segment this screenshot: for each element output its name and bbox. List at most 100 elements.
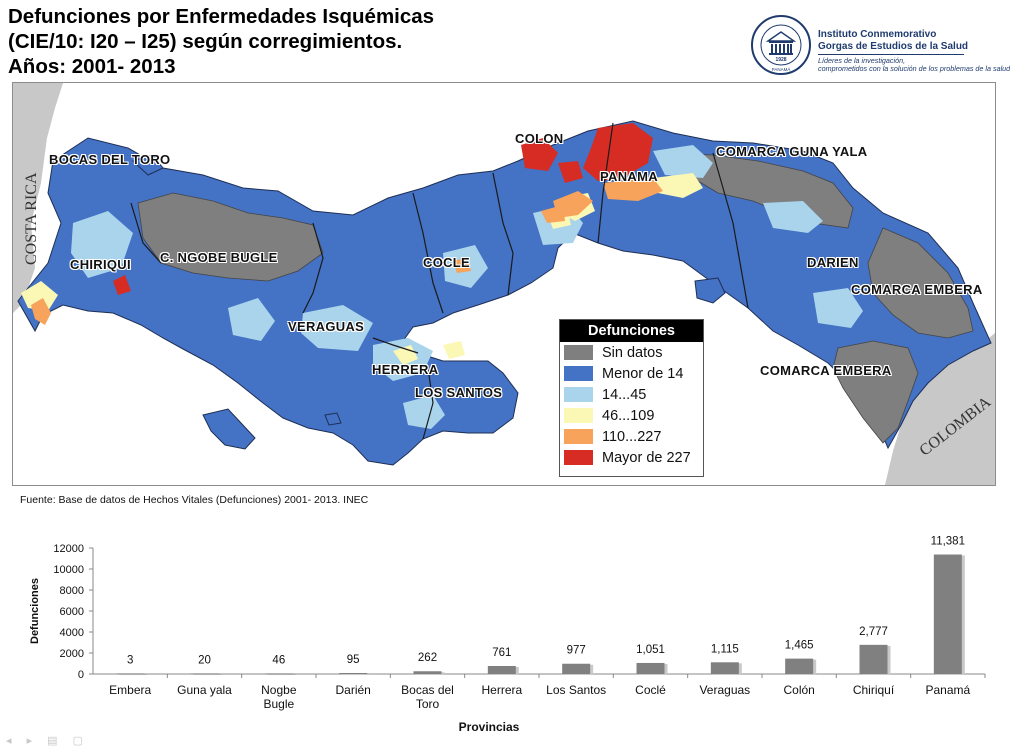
gulf-islet	[324, 412, 342, 426]
label-darien: DARIEN	[807, 255, 859, 270]
bar	[116, 673, 145, 674]
bar	[859, 644, 888, 674]
bar-data-label: 20	[198, 654, 211, 666]
label-herrera: HERRERA	[372, 362, 439, 377]
bar-shadow	[193, 674, 222, 675]
title-line-1: Defunciones por Enfermedades Isquémicas	[8, 5, 435, 28]
bar-data-label: 977	[567, 645, 586, 657]
x-tick-label: Panamá	[925, 683, 970, 697]
legend-title: Defunciones	[560, 320, 703, 342]
embera-shape-south	[832, 340, 919, 444]
bar	[190, 673, 219, 674]
x-tick-label: Guna yala	[177, 683, 232, 697]
bar-shadow	[119, 674, 148, 675]
label-ngobe-bugle: C. NGOBE BUGLE	[160, 250, 278, 265]
bar-data-label: 1,051	[636, 644, 665, 656]
bar	[487, 666, 516, 674]
logo-tagline-2: comprometidos con la solución de los pro…	[818, 64, 1010, 73]
label-panama: PANAMA	[600, 169, 658, 184]
title-line-3: Años: 2001- 2013	[8, 55, 176, 78]
y-tick-label: 0	[78, 669, 84, 681]
bar	[413, 671, 442, 674]
x-tick-label: Embera	[109, 683, 151, 697]
y-tick-label: 4000	[60, 627, 84, 639]
institute-seal-icon: 1928 PANAMÁ	[751, 15, 811, 75]
label-chiriqui: CHIRIQUI	[70, 257, 131, 272]
x-tick-label: Bugle	[263, 697, 294, 711]
x-tick-label: Toro	[416, 697, 440, 711]
seal-year: 1928	[775, 57, 786, 63]
bar	[339, 673, 368, 674]
legend-swatch	[564, 366, 593, 381]
class-110-227-areas	[31, 178, 663, 325]
colombia-shape	[885, 333, 995, 485]
logo-tagline-1: Líderes de la investigación,	[818, 56, 906, 65]
label-colon: COLON	[515, 131, 564, 146]
x-tick-label: Darién	[335, 683, 370, 697]
legend-swatch	[564, 345, 593, 360]
legend-swatch	[564, 450, 593, 465]
province-borders	[130, 122, 749, 440]
deaths-bar-chart: 0 2000 4000 6000 8000 10000 12000 Defunciones 3 E…	[29, 535, 986, 734]
map-canvas	[13, 83, 995, 485]
legend-item: Menor de 14	[560, 363, 703, 384]
x-tick-label: Los Santos	[546, 683, 606, 697]
legend-label: 46...109	[602, 407, 655, 424]
bar-data-label: 1,115	[711, 643, 739, 655]
x-tick-label: Nogbe	[261, 683, 297, 697]
x-tick-label: Coclé	[635, 683, 666, 697]
seal-country: PANAMÁ	[772, 66, 791, 72]
label-guna-yala: COMARCA GUNA YALA	[716, 144, 868, 159]
source-note: Fuente: Base de datos de Hechos Vitales …	[20, 494, 369, 506]
panama-land	[17, 120, 992, 466]
bar-data-label: 11,381	[931, 535, 965, 547]
legend-label: Sin datos	[602, 344, 663, 361]
label-bocas-del-toro: BOCAS DEL TORO	[49, 152, 171, 167]
pearl-islands	[694, 277, 726, 304]
bar-data-label: 3	[127, 654, 133, 666]
y-tick-label: 6000	[60, 606, 84, 618]
legend-label: 110...227	[602, 428, 662, 445]
bar-data-label: 95	[347, 654, 360, 666]
label-veraguas: VERAGUAS	[288, 319, 365, 334]
x-axis-title: Provincias	[459, 720, 520, 734]
class-14-45-areas	[71, 145, 863, 429]
bar	[710, 662, 739, 674]
map-legend: Defunciones Sin datos Menor de 14 14...4…	[559, 319, 704, 477]
y-tick-label: 2000	[60, 648, 84, 660]
choropleth-map: COSTA RICA COLOMBIA BOCAS DEL TORO CHIRI…	[12, 82, 996, 486]
title-line-2: (CIE/10: I20 – I25) según corregimientos…	[8, 30, 403, 53]
legend-item: Sin datos	[560, 342, 703, 363]
bar-data-label: 46	[272, 654, 285, 666]
institute-logo: 1928 PANAMÁ Instituto Conmemorativo Gorg…	[750, 14, 1010, 80]
bar-shadow	[267, 674, 296, 675]
costa-rica-shape	[13, 83, 63, 313]
page-title: Defunciones por Enfermedades Isquémicas …	[8, 4, 434, 79]
x-tick-label: Veraguas	[699, 683, 750, 697]
legend-item: 110...227	[560, 426, 703, 447]
x-tick-label: Chiriquí	[853, 683, 895, 697]
bar-data-label: 2,777	[859, 626, 888, 638]
bar-shadow	[342, 674, 371, 675]
y-tick-label: 10000	[53, 564, 84, 576]
logo-org-line-2: Gorgas de Estudios de la Salud	[818, 41, 969, 52]
legend-swatch	[564, 408, 593, 423]
slide-toolbar-icons: ◂ ▸ ▤ ▢	[6, 735, 89, 747]
embera-shape-north	[867, 227, 974, 339]
logo-divider	[818, 54, 964, 55]
legend-swatch	[564, 429, 593, 444]
bar	[636, 662, 665, 674]
legend-item: Mayor de 227	[560, 447, 703, 468]
coiba-island	[202, 408, 256, 450]
ngobe-bugle-shape	[137, 192, 324, 282]
bar	[785, 658, 814, 674]
bar	[933, 554, 962, 674]
bar	[264, 673, 293, 674]
legend-label: Mayor de 227	[602, 449, 691, 466]
logo-org-line-1: Instituto Conmemorativo	[818, 29, 937, 40]
costa-rica-label: COSTA RICA	[23, 172, 40, 265]
bar	[562, 663, 591, 674]
label-cocle: COCLE	[423, 255, 470, 270]
class-mayor-227-areas	[113, 123, 653, 295]
bar-data-label: 761	[492, 647, 511, 659]
